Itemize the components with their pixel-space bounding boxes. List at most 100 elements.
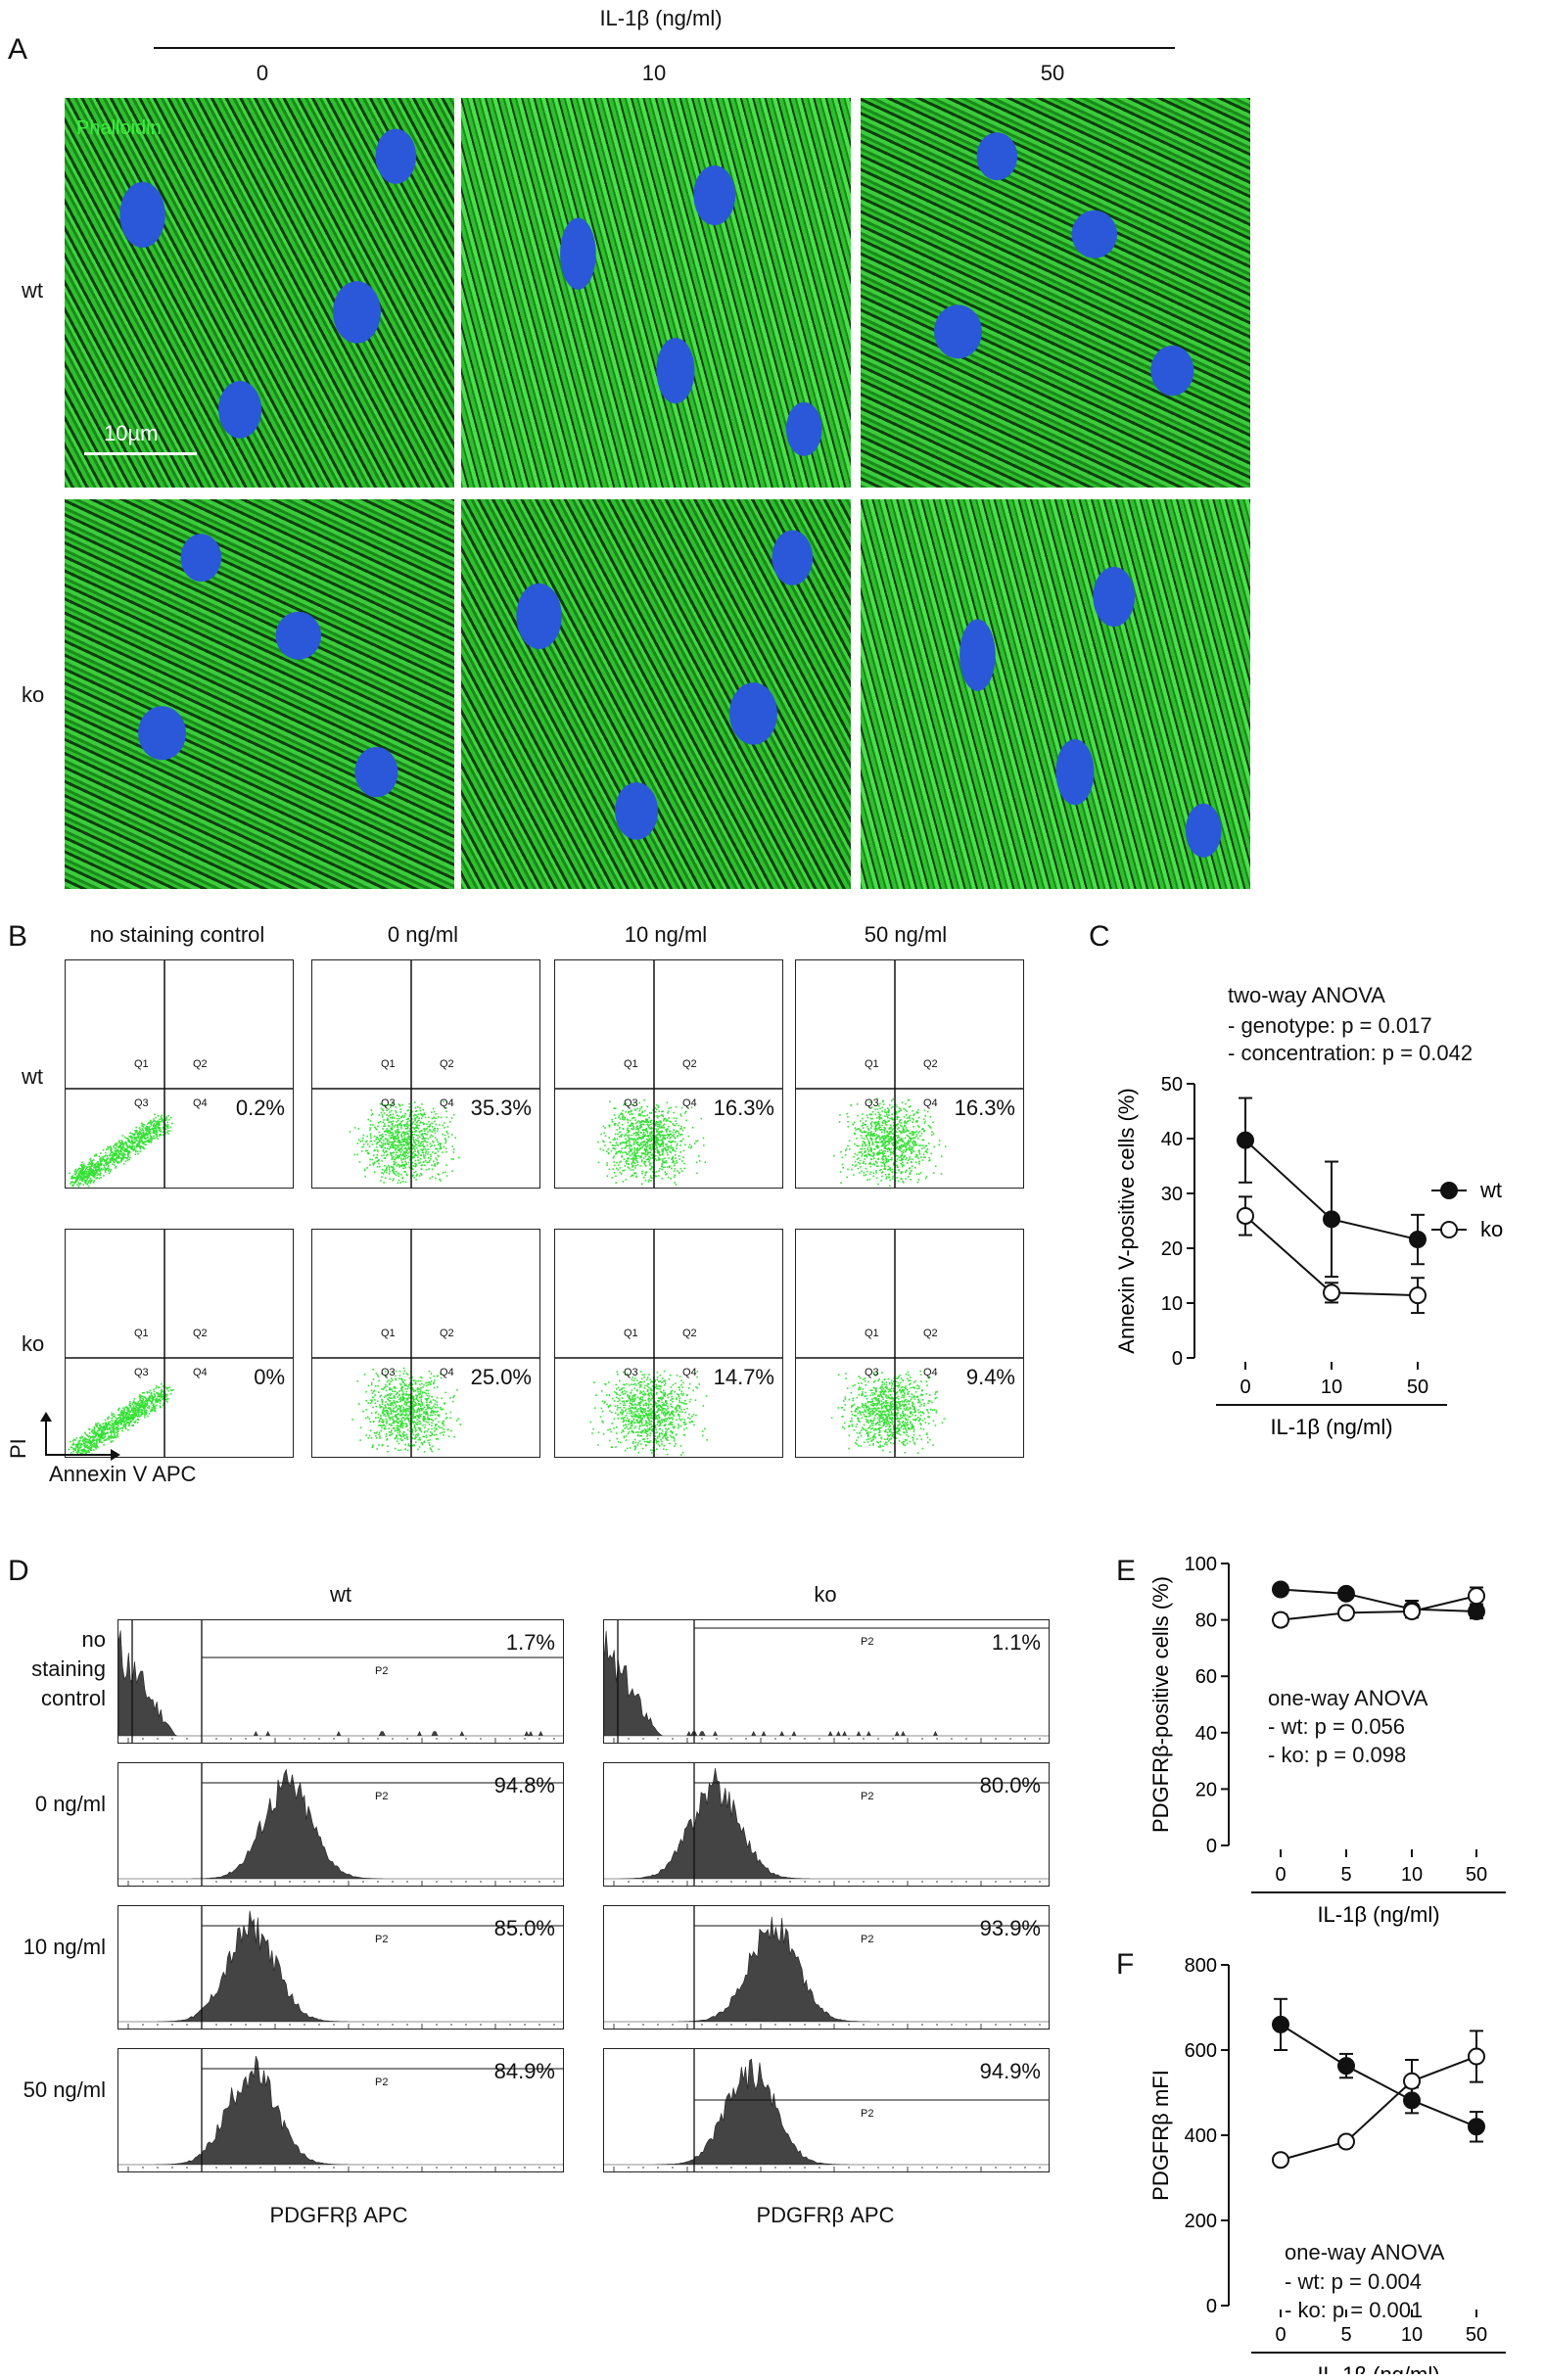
quadrant-label: Q3 (381, 1367, 396, 1378)
quadrant-label: Q3 (381, 1097, 396, 1109)
histogram-plot: P2 1.1% (603, 1619, 1050, 1744)
gate-label: P2 (375, 1791, 389, 1802)
quadrant-label: Q1 (381, 1058, 396, 1070)
data-point (1323, 1210, 1340, 1229)
x-tick-label: 0 (1240, 1377, 1250, 1398)
histogram-area (604, 1916, 1049, 2023)
panel-b-col-10: 10 ng/ml (624, 922, 708, 947)
quadrant-label: Q3 (134, 1367, 149, 1378)
panel-b-col-control: no staining control (89, 922, 265, 947)
data-point (1468, 2118, 1485, 2136)
quadrant-percent: 9.4% (965, 1365, 1015, 1389)
data-point (1272, 2151, 1289, 2170)
gate-label: P2 (861, 1791, 874, 1802)
y-tick-label: 200 (1185, 2211, 1217, 2232)
data-point (1337, 2132, 1355, 2151)
quadrant-label: Q2 (193, 1328, 208, 1339)
y-tick-label: 100 (1185, 1554, 1217, 1575)
quadrant-label: Q3 (865, 1367, 879, 1378)
quadrant-label: Q1 (381, 1328, 396, 1339)
quadrant-label: Q2 (682, 1328, 697, 1339)
y-axis-label: Annexin V-positive cells (%) (1114, 1088, 1139, 1353)
quadrant-label: Q4 (440, 1097, 454, 1109)
chart-e: 0 20 40 60 80 100 0 5 10 50 IL-1β (ng/ml) PDGFRβ-po… (1148, 1554, 1506, 1927)
histogram-plot: P2 84.9% (117, 2048, 564, 2172)
legend-label: wt (1479, 1178, 1502, 1202)
quadrant-percent: 35.3% (470, 1096, 532, 1120)
histogram-area (118, 1630, 563, 1737)
quadrant-label: Q3 (624, 1097, 638, 1109)
scale-bar-label: 10µm (104, 421, 159, 445)
quadrant-percent: 0% (254, 1365, 285, 1389)
x-axis-label: IL-1β (ng/ml) (1317, 2362, 1439, 2374)
quadrant-label: Q2 (193, 1058, 208, 1070)
histogram-plot: P2 94.9% (603, 2048, 1050, 2172)
y-axis-label: PDGFRβ mFI (1148, 2070, 1173, 2201)
quadrant-label: Q3 (624, 1367, 638, 1378)
x-tick-label: 10 (1401, 1864, 1423, 1886)
panel-a-row-wt: wt (22, 278, 43, 303)
panel-b-row-wt: wt (22, 1064, 43, 1089)
histogram-area (604, 1767, 1049, 1880)
y-tick-label: 0 (1172, 1348, 1183, 1370)
x-tick-label: 10 (1321, 1377, 1342, 1398)
panel-a-col-10: 10 (641, 61, 667, 85)
x-tick-label: 5 (1340, 1864, 1351, 1886)
gate-percent: 85.0% (493, 1916, 555, 1940)
panel-b-x-axis: Annexin V APC (49, 1462, 197, 1486)
histogram-plot: P2 93.9% (603, 1905, 1050, 2030)
quadrant-label: Q2 (923, 1328, 938, 1339)
panel-d-row-control: no staining control (8, 1625, 106, 1713)
gate-percent: 93.9% (979, 1916, 1041, 1940)
event-cloud (830, 1370, 946, 1454)
y-tick-label: 0 (1206, 1836, 1217, 1857)
event-cloud (833, 1097, 947, 1188)
quadrant-label: Q4 (923, 1367, 938, 1378)
annexin-arrow-head-icon (111, 1449, 120, 1461)
gate-label: P2 (375, 2077, 389, 2088)
data-point (1403, 1602, 1421, 1620)
panel-e-stats-line1: - wt: p = 0.056 (1268, 1714, 1406, 1739)
event-cloud (597, 1099, 707, 1186)
histogram-area (118, 2055, 563, 2166)
histogram-area (118, 1910, 563, 2023)
panel-c-stats-line1: - genotype: p = 0.017 (1228, 1013, 1432, 1038)
panel-d-x-axis-ko: PDGFRβ APC (756, 2203, 895, 2227)
gate-label: P2 (861, 1636, 874, 1648)
gate-percent: 94.8% (493, 1773, 555, 1797)
panel-a-col-50: 50 (1040, 61, 1065, 85)
panel-a-col-0: 0 (256, 61, 269, 85)
histogram-plot: P2 1.7% (117, 1619, 564, 1744)
legend-marker (1440, 1182, 1458, 1199)
quadrant-label: Q4 (440, 1367, 454, 1378)
gate-percent: 1.1% (991, 1630, 1041, 1655)
data-point (1337, 2057, 1355, 2076)
x-tick-label: 50 (1466, 1864, 1487, 1886)
micrograph-ko-0 (65, 499, 454, 889)
quadrant-label: Q4 (193, 1097, 208, 1109)
x-axis-label: IL-1β (ng/ml) (1270, 1415, 1392, 1439)
histogram-plot: P2 85.0% (117, 1905, 564, 2030)
data-point (1409, 1231, 1427, 1249)
quadrant-percent: 16.3% (954, 1096, 1015, 1120)
y-tick-label: 30 (1161, 1184, 1183, 1205)
y-tick-label: 10 (1161, 1293, 1183, 1315)
legend-marker (1440, 1221, 1458, 1238)
panel-b-col-50: 50 ng/ml (864, 922, 948, 947)
y-axis-label: PDGFRβ-positive cells (%) (1148, 1576, 1173, 1833)
micrograph-ko-10 (461, 499, 851, 889)
panel-d-row-50: 50 ng/ml (23, 2077, 106, 2102)
event-cloud (349, 1100, 460, 1185)
panel-c-letter: C (1089, 920, 1110, 953)
quadrant-label: Q4 (682, 1367, 697, 1378)
quadrant-label: Q2 (440, 1328, 454, 1339)
y-tick-label: 20 (1161, 1238, 1183, 1260)
panel-f-stats-title: one-way ANOVA (1285, 2240, 1445, 2264)
quadrant-percent: 16.3% (713, 1096, 774, 1120)
data-point (1409, 1286, 1427, 1305)
data-point (1237, 1206, 1254, 1225)
data-point (1468, 1587, 1485, 1606)
panel-d-x-axis-wt: PDGFRβ APC (269, 2203, 408, 2227)
micrograph-wt-50 (861, 98, 1250, 488)
quadrant-label: Q3 (865, 1097, 879, 1109)
